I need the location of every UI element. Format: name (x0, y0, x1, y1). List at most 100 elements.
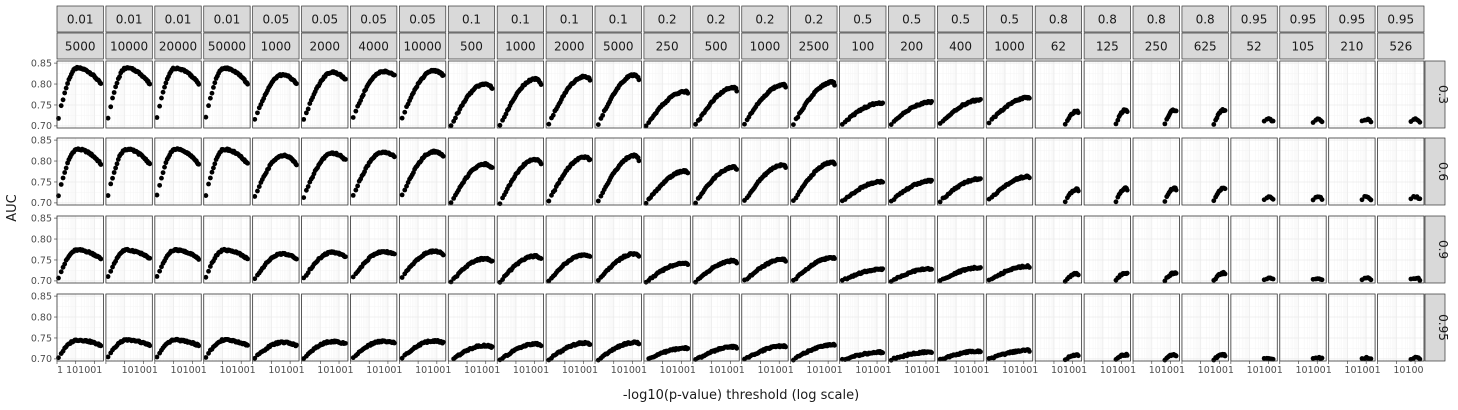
panel-border (203, 60, 251, 129)
panel-border (154, 60, 202, 129)
strip-top-row2-label: 250 (656, 40, 679, 54)
strip-top-row2-box (252, 32, 300, 60)
facet-panel (1230, 137, 1278, 206)
data-point (350, 115, 356, 120)
strip-top-row1-box (1377, 5, 1425, 33)
data-point (448, 123, 454, 129)
facet-panel (692, 137, 740, 206)
strip-right-box (1424, 60, 1446, 129)
strip-top-row2-box (545, 32, 593, 60)
strip-top-row1-label: 0.95 (1387, 13, 1414, 27)
facet-panel (839, 137, 887, 206)
data-point (978, 176, 983, 182)
data-point (440, 252, 446, 258)
facet-panel (496, 60, 545, 129)
data-point (301, 195, 307, 201)
strip-top-row2-box (301, 32, 349, 60)
strip-top-row2-box (399, 32, 447, 60)
facet-panel (594, 215, 642, 284)
data-point (163, 80, 169, 86)
data-point (60, 97, 66, 103)
data-point (937, 199, 943, 205)
facet-panel (888, 215, 936, 284)
panel-border (741, 60, 789, 129)
data-point (160, 170, 166, 176)
strip-right-box (1424, 293, 1446, 362)
data-point (111, 170, 117, 175)
panel-border (398, 137, 447, 206)
strip-top-row1-box (447, 5, 496, 33)
data-point (636, 158, 642, 164)
facet-panel (496, 215, 545, 285)
facet-panel (985, 215, 1034, 284)
data-point (157, 103, 163, 109)
panel-border (594, 215, 642, 284)
panel-border (496, 215, 545, 284)
facet-panel (1034, 215, 1083, 284)
data-point (1027, 95, 1032, 101)
data-point (1075, 272, 1081, 278)
strip-top-row2-box (839, 32, 887, 60)
panel-border (741, 137, 789, 206)
data-point (978, 96, 983, 102)
data-point (595, 198, 601, 204)
strip-top-row2-box (1132, 32, 1180, 60)
strip-top-row1-box (56, 5, 104, 33)
panel-border (1377, 137, 1425, 206)
data-point (203, 274, 209, 280)
data-point (880, 100, 886, 106)
strip-top-row1-box (888, 5, 936, 33)
facet-panel (594, 60, 642, 129)
data-point (343, 76, 348, 82)
strip-top-row1-label: 0.95 (1290, 13, 1317, 27)
strip-top-row2-box (741, 32, 789, 60)
strip-top-row1-box (545, 5, 593, 33)
facet-panel (203, 215, 251, 284)
strip-top-row1-label: 0.8 (1098, 13, 1117, 27)
panel-border (692, 60, 740, 129)
panel-border (105, 137, 153, 206)
panel-border (398, 215, 447, 284)
strip-top-row2-box (1230, 32, 1278, 60)
facet-panel (1377, 137, 1425, 206)
panel-border (252, 215, 300, 284)
data-point (1319, 119, 1325, 125)
facet-panel (398, 137, 447, 206)
data-point (111, 90, 117, 95)
data-point (212, 161, 218, 167)
data-point (546, 198, 552, 204)
facet-panel (1132, 60, 1180, 129)
panel-border (1034, 137, 1083, 206)
data-point (1222, 108, 1228, 113)
panel-border (936, 60, 985, 129)
data-point (113, 165, 119, 171)
data-point (63, 165, 69, 171)
data-point (343, 157, 348, 162)
data-point (832, 161, 837, 167)
data-point (497, 201, 503, 207)
panel-border (301, 60, 349, 129)
data-point (157, 182, 163, 188)
facet-panel (643, 60, 691, 129)
strip-top-row1-label: 0.5 (1000, 13, 1019, 27)
data-point (538, 256, 544, 261)
panel-border (252, 60, 300, 129)
strip-top-row2-label: 62 (1051, 40, 1066, 54)
facet-panel (1034, 137, 1083, 206)
data-point (587, 77, 593, 83)
panel-border (447, 215, 496, 284)
data-point (1173, 187, 1179, 193)
data-point (207, 264, 213, 269)
data-point (211, 85, 216, 90)
data-point (203, 193, 209, 198)
facet-panel (1377, 60, 1425, 129)
panel-border (741, 215, 789, 284)
data-point (538, 161, 544, 167)
data-point (734, 260, 740, 266)
panel-border (447, 60, 496, 129)
data-point (685, 170, 691, 176)
data-point (105, 193, 111, 198)
panel-border (350, 60, 398, 129)
facet-panel (105, 60, 153, 129)
data-point (742, 121, 747, 127)
